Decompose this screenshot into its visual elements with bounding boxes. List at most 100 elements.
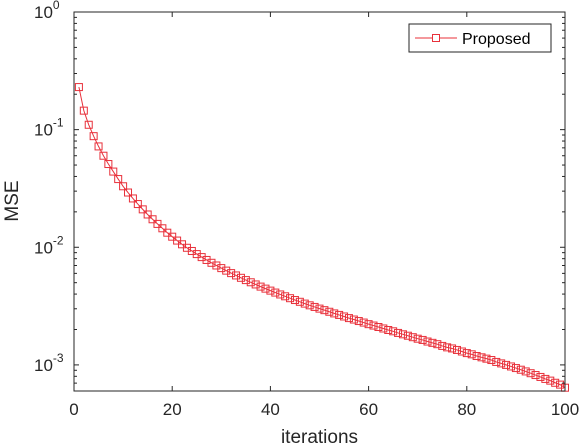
data-point-marker <box>320 306 329 315</box>
data-point-marker <box>384 326 393 334</box>
data-point-marker <box>389 327 398 336</box>
x-tick-label: 40 <box>261 400 280 419</box>
y-tick-label: 100 <box>34 0 60 22</box>
data-point-marker <box>310 302 319 311</box>
axis-ticks <box>73 11 566 392</box>
legend-label-proposed: Proposed <box>462 31 531 48</box>
y-tick-label: 10-3 <box>34 351 64 375</box>
data-point-marker <box>89 132 98 141</box>
data-point-marker <box>286 294 295 303</box>
data-point-marker <box>521 367 530 376</box>
data-point-marker <box>158 224 167 233</box>
data-point-marker <box>104 160 113 169</box>
data-point-marker <box>462 349 471 358</box>
data-point-marker <box>531 371 540 380</box>
x-tick-label: 0 <box>69 400 78 419</box>
data-point-marker <box>261 284 270 293</box>
data-point-marker <box>418 335 427 344</box>
data-point-marker <box>349 315 358 324</box>
data-point-marker <box>443 343 452 352</box>
data-point-marker <box>364 320 373 329</box>
data-point-marker <box>448 344 457 353</box>
data-point-marker <box>551 378 560 387</box>
data-point-marker <box>79 106 88 115</box>
data-point-marker <box>438 341 447 350</box>
series-marks <box>74 83 569 392</box>
x-tick-label: 60 <box>359 400 378 419</box>
data-point-marker <box>300 299 309 308</box>
data-point-marker <box>241 276 250 285</box>
data-point-marker <box>492 357 501 366</box>
x-tick-labels: 0 20 40 60 80 100 <box>69 400 579 419</box>
data-point-marker <box>472 352 481 361</box>
data-point-marker <box>236 273 245 282</box>
data-point-marker <box>467 350 476 359</box>
data-point-marker <box>428 338 437 347</box>
data-point-marker <box>153 219 162 228</box>
y-tick-label: 10-2 <box>34 233 64 257</box>
data-point-marker <box>511 364 520 373</box>
data-point-marker <box>295 297 304 306</box>
data-point-marker <box>266 286 275 295</box>
data-point-marker <box>335 310 344 319</box>
data-point-marker <box>114 175 123 184</box>
data-point-marker <box>207 258 216 267</box>
data-point-marker <box>394 328 403 337</box>
data-point-marker <box>413 334 422 343</box>
data-point-marker <box>138 205 147 214</box>
data-point-marker <box>344 314 353 323</box>
data-point-marker <box>433 340 442 349</box>
x-tick-label: 80 <box>457 400 476 419</box>
data-point-marker <box>354 317 363 326</box>
data-point-marker <box>546 376 555 385</box>
data-point-marker <box>541 374 550 383</box>
data-point-marker <box>197 253 206 262</box>
data-point-marker <box>487 356 496 365</box>
x-tick-label: 20 <box>163 400 182 419</box>
data-point-marker <box>227 269 236 278</box>
data-point-marker <box>374 323 383 331</box>
data-point-marker <box>502 360 511 369</box>
data-point-marker <box>452 345 461 354</box>
x-axis-label: iterations <box>281 427 358 446</box>
data-point-marker <box>457 347 466 356</box>
data-point-marker <box>330 309 339 318</box>
data-point-marker <box>276 290 285 299</box>
data-point-marker <box>359 318 368 327</box>
y-tick-labels: 100 10-1 10-2 10-3 <box>34 0 64 375</box>
data-point-marker <box>94 142 103 151</box>
data-point-marker <box>325 307 334 316</box>
data-point-marker <box>482 354 491 363</box>
data-point-marker <box>256 282 265 291</box>
data-point-marker <box>251 280 260 289</box>
data-point-marker <box>271 288 280 297</box>
data-point-marker <box>232 271 241 280</box>
plot-frame <box>73 11 566 392</box>
data-point-marker <box>281 292 290 301</box>
data-point-marker <box>74 83 83 92</box>
data-point-marker <box>148 215 157 224</box>
data-point-marker <box>526 369 535 378</box>
data-point-marker <box>119 182 128 191</box>
legend-marker-square-icon <box>432 34 440 42</box>
data-point-marker <box>246 278 255 287</box>
series-line-proposed <box>78 86 566 389</box>
data-point-marker <box>290 296 299 305</box>
data-point-marker <box>369 321 378 330</box>
data-point-marker <box>516 365 525 374</box>
data-point-marker <box>124 188 133 197</box>
data-point-marker <box>305 301 314 310</box>
data-point-marker <box>212 261 221 270</box>
data-point-marker <box>99 151 108 160</box>
data-point-marker <box>536 372 545 381</box>
data-point-marker <box>497 359 506 368</box>
x-tick-label: 100 <box>551 400 579 419</box>
data-point-marker <box>202 255 211 264</box>
data-point-marker <box>84 120 93 129</box>
data-point-marker <box>398 330 407 339</box>
data-point-marker <box>477 353 486 362</box>
y-axis-label: MSE <box>2 180 23 221</box>
data-point-marker <box>222 266 231 275</box>
